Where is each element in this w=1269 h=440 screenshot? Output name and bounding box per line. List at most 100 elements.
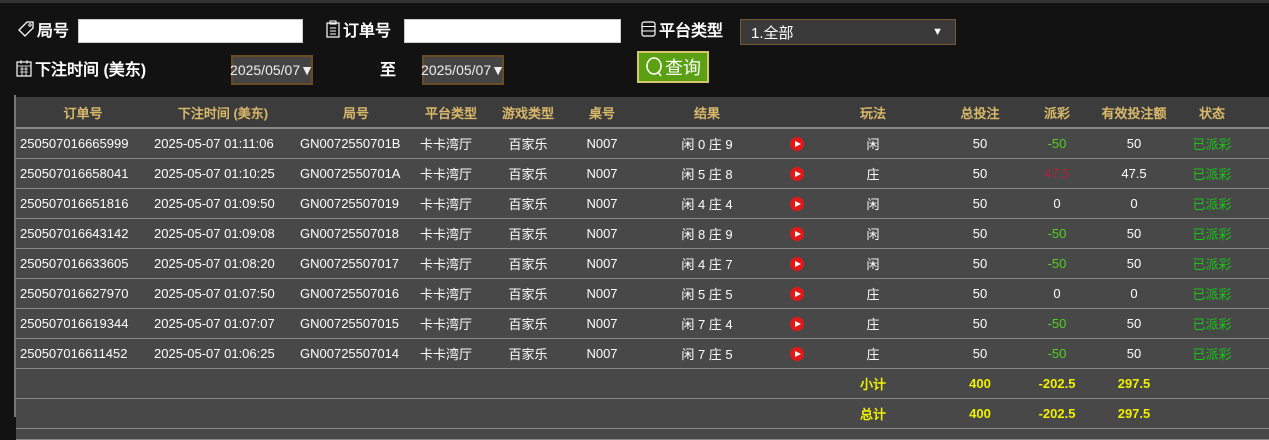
status-cell: 已派彩 — [1182, 188, 1242, 219]
game-cell: 百家乐 — [486, 278, 570, 309]
table-cell: N007 — [570, 338, 634, 369]
platform-select[interactable]: 1.全部 ▼ — [740, 19, 956, 45]
top-border — [0, 0, 1269, 3]
result-cell: 闲 8 庄 9 — [634, 218, 780, 249]
column-header — [780, 97, 814, 129]
valid-cell: 50 — [1086, 128, 1182, 159]
column-header: 玩法 — [814, 97, 932, 129]
play-cell: 闲 — [814, 188, 932, 219]
time-label-text: 下注时间 (美东) — [35, 62, 147, 79]
table-cell: N007 — [570, 278, 634, 309]
replay-cell — [780, 158, 814, 189]
play-video-icon[interactable] — [790, 257, 804, 272]
date-to-value: 2025/05/07 — [421, 62, 492, 78]
table-row: 250507016643142 2025-05-07 01:09:08 GN0072… — [16, 218, 1269, 249]
order-cell: 250507016665999 — [16, 128, 150, 159]
play-video-icon[interactable] — [790, 287, 804, 302]
bet-cell: 50 — [932, 278, 1028, 309]
platform-label-text: 平台类型 — [659, 23, 724, 40]
subtotal-row: 小计 400 -202.5 297.5 — [16, 368, 1269, 399]
column-header: 局号 — [296, 97, 416, 129]
round-label: 局号 — [18, 17, 69, 41]
table-row: 250507016619344 2025-05-07 01:07:07 GN0072… — [16, 308, 1269, 339]
table-cell: N007 — [570, 128, 634, 159]
to-label: 至 — [380, 62, 397, 79]
query-button[interactable]: 查询 — [637, 51, 709, 83]
payout-cell: 0 — [1028, 188, 1086, 219]
platform-cell: 卡卡湾厅 — [416, 248, 486, 279]
status-cell: 已派彩 — [1182, 248, 1242, 279]
bet-cell: 50 — [932, 248, 1028, 279]
round-cell: GN00725507014 — [296, 338, 416, 369]
time-cell: 2025-05-07 01:11:06 — [150, 128, 296, 159]
payout-cell: 47.5 — [1028, 158, 1086, 189]
game-cell: 百家乐 — [486, 338, 570, 369]
table-cell: N007 — [570, 158, 634, 189]
play-cell: 闲 — [814, 248, 932, 279]
result-cell: 闲 4 庄 4 — [634, 188, 780, 219]
result-cell: 闲 5 庄 8 — [634, 158, 780, 189]
dropdown-arrow-icon: ▼ — [300, 62, 314, 78]
status-cell: 已派彩 — [1182, 128, 1242, 159]
table-cell: N007 — [570, 218, 634, 249]
column-header: 结果 — [634, 97, 780, 129]
time-cell: 2025-05-07 01:06:25 — [150, 338, 296, 369]
date-to-select[interactable]: 2025/05/07 ▼ — [421, 55, 505, 85]
table-row: 250507016665999 2025-05-07 01:11:06 GN0072… — [16, 128, 1269, 159]
dropdown-arrow-icon: ▼ — [491, 62, 505, 78]
table-row: 250507016633605 2025-05-07 01:08:20 GN0072… — [16, 248, 1269, 279]
subtotal-bet: 400 — [932, 368, 1028, 399]
play-video-icon[interactable] — [790, 137, 804, 152]
result-cell: 闲 7 庄 4 — [634, 308, 780, 339]
dropdown-arrow-icon: ▼ — [932, 26, 943, 38]
game-cell: 百家乐 — [486, 218, 570, 249]
time-label: 下注时间 (美东) — [16, 56, 146, 80]
total-payout: -202.5 — [1028, 398, 1086, 429]
order-input[interactable] — [404, 19, 621, 43]
bet-cell: 50 — [932, 188, 1028, 219]
round-cell: GN0072550701B — [296, 128, 416, 159]
replay-cell — [780, 338, 814, 369]
payout-cell: 0 — [1028, 278, 1086, 309]
order-cell: 250507016619344 — [16, 308, 150, 339]
replay-cell — [780, 188, 814, 219]
platform-cell: 卡卡湾厅 — [416, 308, 486, 339]
play-video-icon[interactable] — [790, 197, 804, 212]
play-video-icon[interactable] — [790, 317, 804, 332]
table-cell: N007 — [570, 308, 634, 339]
column-header: 桌号 — [570, 97, 634, 129]
result-cell: 闲 7 庄 5 — [634, 338, 780, 369]
play-cell: 庄 — [814, 158, 932, 189]
game-cell: 百家乐 — [486, 128, 570, 159]
order-cell: 250507016658041 — [16, 158, 150, 189]
order-label: 订单号 — [326, 17, 391, 41]
table-row: 250507016658041 2025-05-07 01:10:25 GN0072… — [16, 158, 1269, 189]
valid-cell: 50 — [1086, 248, 1182, 279]
play-video-icon[interactable] — [790, 347, 804, 362]
payout-cell: -50 — [1028, 128, 1086, 159]
valid-cell: 50 — [1086, 338, 1182, 369]
round-input[interactable] — [78, 19, 303, 43]
bet-cell: 50 — [932, 338, 1028, 369]
bet-records-table: 订单号 下注时间 (美东) 局号 平台类型 游戏类型 桌号 结果 玩法 总投注 派彩 有效投注额 状态… — [16, 97, 1269, 440]
total-valid: 297.5 — [1086, 398, 1182, 429]
platform-cell: 卡卡湾厅 — [416, 218, 486, 249]
play-video-icon[interactable] — [790, 167, 804, 182]
valid-cell: 50 — [1086, 218, 1182, 249]
column-header: 有效投注额 — [1086, 97, 1182, 129]
query-button-label: 查询 — [665, 58, 701, 78]
platform-cell: 卡卡湾厅 — [416, 188, 486, 219]
platform-cell: 卡卡湾厅 — [416, 128, 486, 159]
platform-cell: 卡卡湾厅 — [416, 338, 486, 369]
order-cell: 250507016633605 — [16, 248, 150, 279]
replay-cell — [780, 128, 814, 159]
date-from-select[interactable]: 2025/05/07 ▼ — [230, 55, 314, 85]
play-video-icon[interactable] — [790, 227, 804, 242]
bet-cell: 50 — [932, 158, 1028, 189]
order-cell: 250507016651816 — [16, 188, 150, 219]
platform-cell: 卡卡湾厅 — [416, 278, 486, 309]
date-from-value: 2025/05/07 — [230, 62, 301, 78]
column-header: 总投注 — [932, 97, 1028, 129]
result-cell: 闲 0 庄 9 — [634, 128, 780, 159]
time-cell: 2025-05-07 01:10:25 — [150, 158, 296, 189]
